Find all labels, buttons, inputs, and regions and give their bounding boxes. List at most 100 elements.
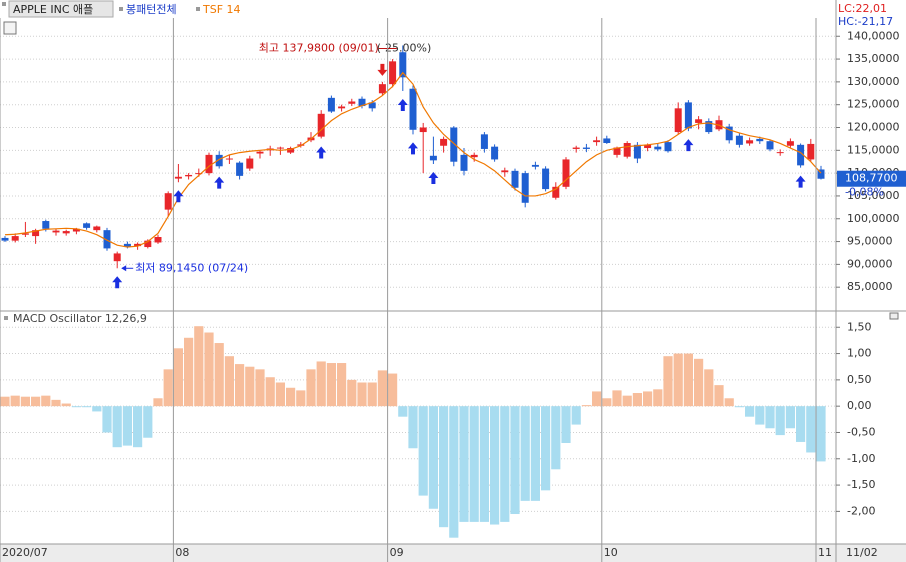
high-annotation-extra: (-25.00%) — [377, 41, 432, 54]
y-tick-label: -1,00 — [847, 452, 875, 465]
candle-body — [776, 152, 784, 154]
osc-bar — [469, 406, 479, 522]
osc-bar — [643, 391, 653, 407]
osc-bar — [530, 406, 540, 501]
candle-body — [450, 127, 458, 162]
osc-bar — [245, 366, 255, 407]
osc-bar — [612, 390, 622, 407]
y-tick-label: 90,0000 — [847, 257, 893, 270]
y-tick-label: -2,00 — [847, 504, 875, 517]
pattern-up-arrow — [408, 142, 418, 155]
y-tick-label: 1,00 — [847, 347, 872, 360]
candle-body — [195, 173, 203, 175]
osc-bar — [775, 406, 785, 436]
osc-bar — [745, 406, 755, 417]
osc-bar — [296, 390, 306, 407]
candle-body — [460, 154, 468, 171]
osc-bar — [581, 405, 591, 407]
osc-bar — [520, 406, 530, 501]
osc-bar — [806, 406, 816, 453]
candle-body — [11, 236, 19, 241]
candle-body — [83, 223, 91, 228]
x-tick-label: 09 — [390, 546, 404, 559]
candle-body — [786, 141, 794, 146]
marker — [2, 2, 6, 6]
osc-bar — [796, 406, 806, 442]
osc-bar — [653, 389, 663, 407]
osc-bar — [765, 406, 775, 429]
candle-body — [511, 170, 519, 188]
osc-bar — [326, 363, 336, 407]
marker — [4, 316, 8, 320]
panel-button[interactable] — [889, 312, 899, 320]
candle-body — [287, 148, 295, 153]
osc-bar — [265, 377, 275, 407]
candle-body — [521, 173, 529, 203]
candle-body — [582, 147, 590, 149]
candle-body — [134, 243, 142, 247]
candle-body — [378, 84, 386, 94]
y-tick-label: 120,0000 — [847, 121, 900, 134]
osc-bar — [337, 363, 347, 407]
pattern-label: 봉패턴전체 — [126, 3, 177, 16]
osc-bar — [143, 406, 153, 438]
change-label: -0,08% — [845, 186, 884, 199]
osc-bar — [184, 337, 194, 407]
pattern-down-arrow — [377, 63, 388, 76]
candle-body — [368, 102, 376, 109]
candle-body — [113, 253, 121, 262]
osc-bar — [816, 406, 826, 462]
candle-body — [705, 121, 713, 133]
symbol-box[interactable] — [8, 0, 114, 18]
x-axis-band — [0, 544, 906, 562]
osc-bar — [224, 356, 234, 407]
osc-bar — [449, 406, 459, 538]
candle-body — [419, 127, 427, 133]
y-tick-label: 100,0000 — [847, 212, 900, 225]
osc-bar — [551, 406, 561, 470]
osc-bar — [632, 393, 642, 407]
osc-bar — [592, 391, 602, 407]
candle-body — [317, 113, 325, 137]
candle-body — [440, 138, 448, 146]
osc-bar — [122, 406, 132, 446]
x-tick-label: 08 — [175, 546, 189, 559]
candle-body — [32, 230, 40, 237]
candle-body — [236, 162, 244, 176]
osc-bar — [204, 332, 214, 407]
symbol-title: APPLE INC 애플 — [13, 3, 93, 16]
candle-body — [623, 143, 631, 157]
osc-title: MACD Oscillator 12,26,9 — [13, 312, 147, 325]
candle-body — [123, 243, 131, 248]
y-tick-label: 140,0000 — [847, 29, 900, 42]
candle-body — [542, 168, 550, 190]
last-price-box — [837, 170, 906, 187]
candle-body — [603, 138, 611, 144]
osc-bar — [622, 395, 632, 407]
osc-bar — [51, 399, 61, 407]
legend-tsf: TSF 14 — [202, 3, 241, 16]
osc-bar — [714, 385, 724, 407]
candle-body — [215, 154, 223, 167]
osc-bar — [255, 369, 265, 407]
candle-body — [1, 237, 9, 241]
candle-body — [654, 146, 662, 150]
candle-body — [389, 61, 397, 85]
marker — [119, 7, 123, 11]
low-annotation: 최저 89,1450 (07/24) — [135, 261, 248, 274]
candle-body — [695, 119, 703, 123]
osc-bar — [398, 406, 408, 417]
candle-body — [633, 144, 641, 159]
osc-bar — [286, 387, 296, 407]
candle-body — [338, 106, 346, 109]
osc-bar — [92, 406, 102, 412]
y-tick-label: 0,00 — [847, 399, 872, 412]
osc-bar — [500, 406, 510, 522]
osc-bar — [347, 379, 357, 407]
grid-icon[interactable] — [3, 21, 17, 35]
osc-bar — [82, 406, 92, 408]
osc-bar — [541, 406, 551, 491]
candle-body — [746, 140, 754, 144]
candle-body — [735, 135, 743, 145]
